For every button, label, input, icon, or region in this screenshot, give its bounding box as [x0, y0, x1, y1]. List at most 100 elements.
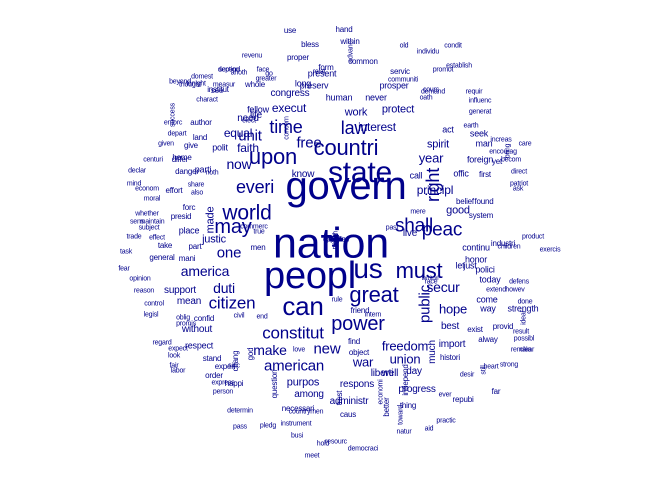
word-act: act	[442, 124, 454, 135]
word-instrument: instrument	[280, 420, 312, 428]
word-progress: progress	[398, 384, 436, 395]
word-mean: mean	[176, 296, 202, 307]
word-year: year	[418, 150, 444, 166]
word-mind: mind	[126, 180, 142, 188]
word-god: god	[246, 347, 255, 361]
word-find: find	[347, 337, 361, 346]
word-necessari: necessari	[281, 404, 315, 413]
word-requir: requir	[465, 88, 483, 96]
word-war: war	[352, 354, 374, 370]
word-econom: econom	[135, 185, 159, 193]
word-love: love	[292, 346, 306, 354]
word-exist: exist	[467, 325, 483, 334]
word-shall: shall	[394, 215, 434, 237]
word-land: land	[192, 133, 208, 142]
word-nation: nation	[273, 219, 389, 268]
word-preserv: preserv	[299, 80, 329, 91]
word-children: children	[497, 243, 521, 251]
word-repubi: repubi	[452, 395, 474, 404]
word-howev: howev	[505, 286, 525, 294]
word-civil: civil	[233, 312, 245, 320]
word-done: done	[517, 298, 533, 306]
word-presid: presid	[170, 212, 192, 221]
word-hand: hand	[335, 25, 353, 34]
word-meet: meet	[304, 452, 320, 460]
word-order: order	[205, 371, 223, 380]
word-call: call	[409, 170, 423, 181]
word-pass: pass	[233, 423, 247, 431]
word-mani: mani	[178, 254, 196, 263]
word-sinc: sinc	[228, 362, 240, 370]
word-execut: execut	[271, 101, 307, 115]
word-last: last	[330, 236, 342, 244]
word-demand: demand	[420, 88, 446, 96]
word-industri: industri	[490, 239, 516, 248]
word-subject: subject	[138, 224, 160, 232]
word-favor: favor	[328, 236, 344, 244]
word-becom: becom	[500, 156, 522, 164]
word-power: power	[331, 313, 385, 335]
word-generat: generat	[468, 108, 492, 116]
word-friend: friend	[350, 306, 370, 315]
word-concern: concern	[283, 116, 291, 140]
word-way: way	[480, 303, 496, 314]
word-depart: depart	[167, 130, 187, 138]
word-sens: sens	[130, 218, 144, 226]
word-much: much	[427, 340, 438, 364]
word-never: never	[365, 92, 387, 103]
word-come: come	[476, 294, 498, 305]
word-wise: wise	[329, 236, 343, 244]
word-part: part	[188, 242, 202, 251]
word-may: may	[214, 216, 252, 238]
word-give: give	[184, 141, 198, 150]
word-rule: rule	[331, 296, 343, 304]
word-individu: individu	[416, 48, 440, 56]
word-ask: ask	[512, 185, 524, 193]
word-whether: whether	[135, 210, 159, 218]
word-principl: principl	[416, 183, 454, 197]
word-increas: increas	[490, 136, 512, 144]
word-earth: earth	[463, 122, 479, 130]
word-constitut: constitut	[262, 323, 324, 343]
word-us: us	[353, 253, 383, 284]
word-oath: oath	[419, 94, 433, 102]
word-work: work	[344, 106, 368, 119]
word-faith: faith	[237, 141, 259, 155]
word-even: even	[328, 236, 344, 244]
word-use: use	[283, 26, 297, 35]
word-confid: confid	[193, 314, 215, 323]
word-exercis: exercis	[539, 246, 561, 254]
word-effort: effort	[165, 186, 183, 195]
word-experi: experi	[214, 362, 236, 371]
word-less: less	[331, 233, 340, 247]
word-effect: effect	[149, 234, 165, 242]
word-anoth: anoth	[230, 69, 248, 77]
word-race: race	[424, 278, 438, 286]
word-alway: alway	[478, 335, 498, 344]
word-public: public	[416, 285, 434, 323]
word-freedom: freedom	[381, 338, 429, 354]
word-respect: respect	[184, 340, 214, 351]
word-belief: belief	[456, 197, 474, 206]
word-whose: whose	[326, 236, 346, 244]
word-import: import	[438, 339, 466, 350]
word-busi: busi	[290, 432, 304, 440]
word-view: view	[329, 236, 343, 244]
word-need: need	[237, 113, 259, 124]
word-continu: continu	[462, 242, 490, 253]
word-expect: expect	[168, 345, 188, 353]
word-toward: toward	[397, 405, 405, 425]
word-commerc: commerc	[240, 223, 268, 231]
word-relat: relat	[312, 68, 326, 76]
word-author: author	[190, 118, 212, 127]
word-reason: reason	[133, 287, 155, 295]
word-protect: protect	[381, 103, 415, 116]
word-one: one	[216, 244, 242, 262]
word-measur: measur	[212, 81, 236, 89]
word-regard: regard	[152, 339, 172, 347]
word-free: free	[296, 134, 322, 152]
word-administr: administr	[329, 396, 369, 407]
word-interest: interest	[358, 120, 396, 134]
word-men: men	[250, 243, 266, 252]
word-share: share	[187, 181, 205, 189]
